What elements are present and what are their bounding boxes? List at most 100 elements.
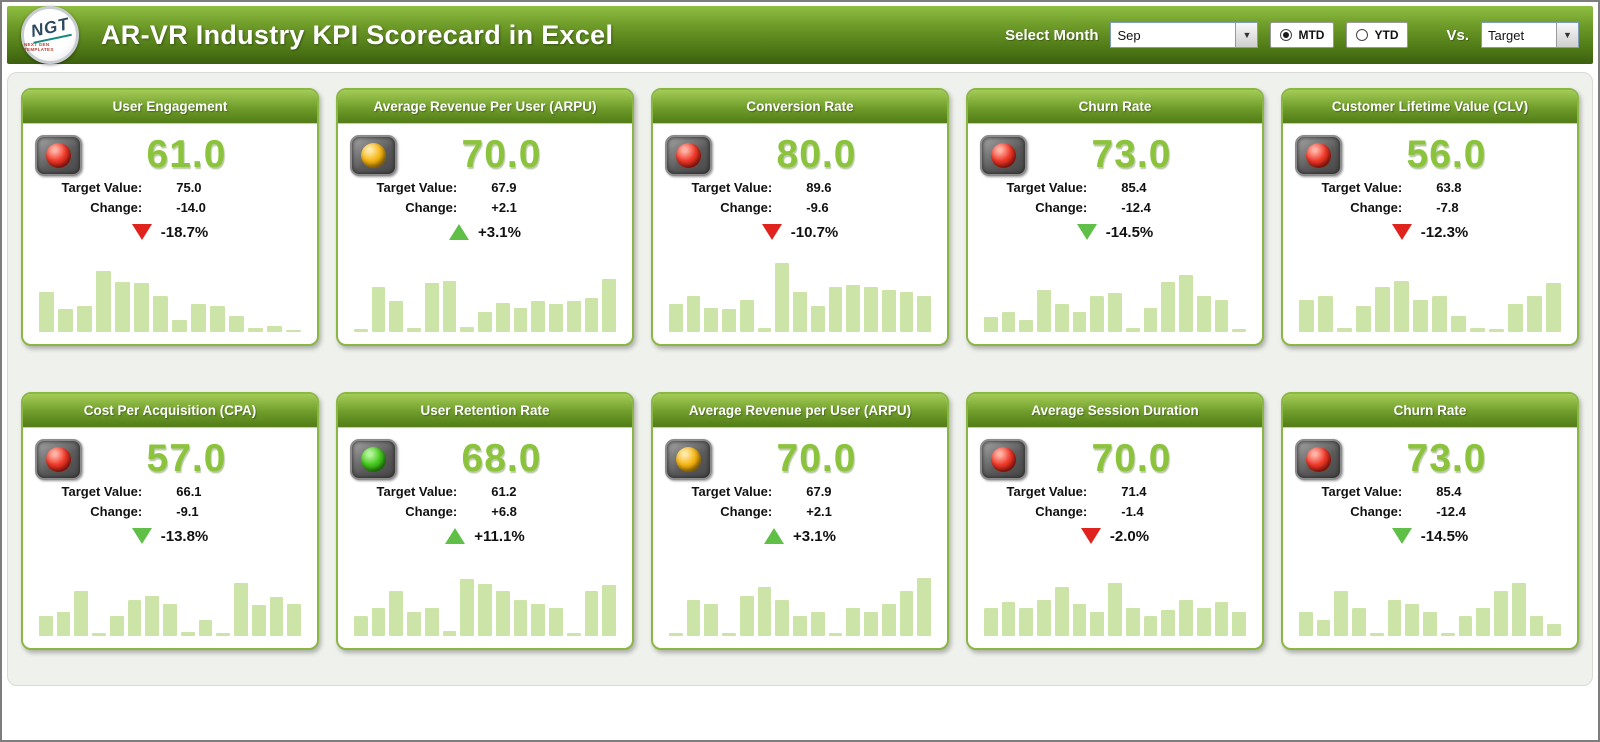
kpi-card-title: Churn Rate [968, 90, 1262, 124]
spark-bar [424, 607, 439, 636]
spark-bar [1369, 632, 1384, 636]
change-row: Change: -7.8 [1283, 197, 1577, 217]
kpi-card: Cost Per Acquisition (CPA) 57.0 Target V… [21, 392, 319, 650]
month-dropdown[interactable]: Sep ▼ [1110, 22, 1259, 48]
spark-bar [984, 317, 998, 332]
spark-bar [371, 287, 386, 332]
status-bulb [361, 446, 386, 472]
card-row-top: User Engagement 61.0 Target Value: 75.0 … [21, 88, 1579, 346]
status-light-icon [350, 438, 397, 480]
status-light-icon [665, 134, 712, 176]
change-value: -14.0 [176, 200, 206, 215]
target-value: 66.1 [176, 484, 202, 499]
spark-bar [1375, 287, 1390, 332]
kpi-card-title-text: Conversion Rate [746, 99, 854, 114]
kpi-card: Average Session Duration 70.0 Target Val… [966, 392, 1264, 650]
kpi-card-title-text: Churn Rate [1078, 99, 1152, 114]
mini-bar-chart [653, 551, 947, 648]
spark-bar [1387, 599, 1402, 636]
kpi-card-title: User Retention Rate [338, 394, 632, 428]
spark-bar [1037, 289, 1051, 332]
logo-subtext: NEXT GEN TEMPLATES [24, 42, 54, 52]
trend-percent: -2.0% [1109, 527, 1150, 545]
target-value: 61.2 [491, 484, 517, 499]
trend-percent: -14.5% [1105, 223, 1154, 241]
spark-bar [267, 325, 282, 332]
chevron-down-icon[interactable]: ▼ [1235, 23, 1258, 47]
spark-bar [172, 319, 187, 332]
kpi-top-row: 70.0 [653, 428, 947, 481]
spark-bar [686, 295, 701, 332]
spark-bar [846, 285, 861, 332]
trend-percent: -13.8% [160, 527, 209, 545]
trend-arrow-icon [449, 224, 470, 240]
spark-bar [1508, 303, 1523, 332]
spark-bar [1054, 587, 1069, 636]
spark-bar [371, 607, 386, 636]
change-row: Change: +6.8 [338, 501, 632, 521]
spark-bar [145, 595, 160, 636]
vs-label: Vs. [1446, 26, 1469, 44]
kpi-value: 68.0 [461, 437, 542, 480]
spark-bar [739, 595, 754, 636]
kpi-value: 56.0 [1406, 133, 1487, 176]
spark-bar [1527, 295, 1542, 332]
spark-bar [1019, 607, 1034, 636]
trend-percent: +11.1% [474, 527, 525, 545]
target-value: 85.4 [1436, 484, 1462, 499]
target-value: 85.4 [1121, 180, 1147, 195]
mtd-radio[interactable] [1280, 29, 1293, 41]
spark-bar [1476, 607, 1491, 636]
target-row: Target Value: 66.1 [23, 481, 317, 501]
change-value: -12.4 [1436, 504, 1466, 519]
spark-bar [1090, 611, 1105, 636]
kpi-card-title: Average Session Duration [968, 394, 1262, 428]
spark-bar [478, 311, 492, 332]
kpi-card-title: Cost Per Acquisition (CPA) [23, 394, 317, 428]
spark-bar [1161, 281, 1176, 332]
mtd-radio-option[interactable]: MTD [1270, 22, 1335, 48]
kpi-card-title-text: Churn Rate [1393, 403, 1467, 418]
spark-bar [1001, 601, 1016, 636]
trend-row: -14.5% [1283, 521, 1577, 551]
spark-bar [251, 605, 266, 636]
spark-bar [442, 280, 457, 332]
chevron-down-icon[interactable]: ▼ [1556, 23, 1578, 47]
change-value: -1.4 [1121, 504, 1144, 519]
spark-bar [216, 632, 231, 636]
trend-percent: +3.1% [793, 527, 836, 545]
change-row: Change: +2.1 [653, 501, 947, 521]
spark-bar [881, 603, 896, 636]
target-label: Target Value: [691, 180, 773, 195]
spark-bar [1001, 311, 1016, 332]
kpi-card-title: Customer Lifetime Value (CLV) [1283, 90, 1577, 124]
status-bulb [1306, 142, 1331, 168]
spark-bar [1090, 295, 1105, 332]
spark-bar [1299, 299, 1314, 332]
spark-bar [602, 278, 617, 332]
spark-bar [1125, 607, 1140, 636]
trend-percent: +3.1% [478, 223, 521, 241]
spark-bar [513, 599, 528, 636]
change-value: +6.8 [491, 504, 517, 519]
status-bulb [361, 142, 386, 168]
spark-bar [1161, 610, 1176, 636]
spark-bar [1108, 293, 1122, 332]
spark-bar [389, 301, 404, 332]
spark-bar [1489, 328, 1504, 332]
kpi-card: Customer Lifetime Value (CLV) 56.0 Targe… [1281, 88, 1579, 346]
vs-dropdown[interactable]: Target ▼ [1481, 22, 1579, 48]
kpi-card-title: Average Revenue per User (ARPU) [653, 394, 947, 428]
change-label: Change: [1035, 200, 1088, 215]
change-row: Change: -14.0 [23, 197, 317, 217]
spark-bar [810, 306, 825, 332]
ytd-radio[interactable] [1356, 29, 1369, 41]
spark-bar [39, 615, 53, 636]
spark-bar [1054, 303, 1069, 332]
ytd-radio-option[interactable]: YTD [1346, 22, 1409, 48]
spark-bar [1356, 306, 1371, 332]
spark-bar [566, 632, 581, 636]
target-value: 71.4 [1121, 484, 1147, 499]
kpi-card: Conversion Rate 80.0 Target Value: 89.6 … [651, 88, 949, 346]
spark-bar [775, 263, 790, 332]
